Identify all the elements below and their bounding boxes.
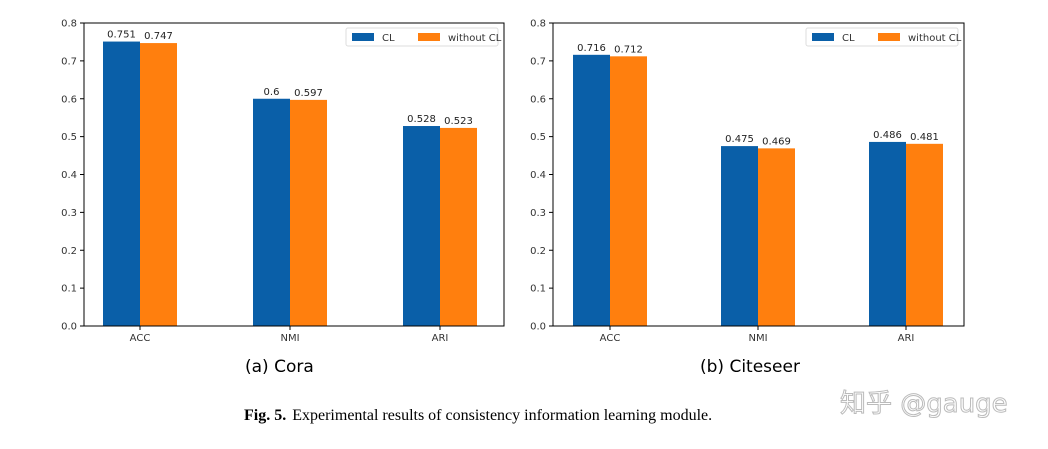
x-tick-label: ARI	[432, 333, 449, 344]
legend: CL without CL	[805, 27, 962, 47]
x-tick-label: ACC	[600, 333, 621, 344]
bar-ari-without-cl	[906, 143, 943, 326]
data-label: 0.469	[762, 136, 791, 147]
bar-nmi-without-cl	[758, 148, 795, 326]
bar-acc-cl	[103, 41, 140, 327]
y-tick-label: 0.8	[530, 19, 546, 30]
x-tick-label: ARI	[898, 333, 915, 344]
y-tick-label: 0.6	[61, 94, 77, 105]
bar-nmi-cl	[253, 98, 290, 326]
y-tick-label: 0.0	[61, 322, 77, 333]
legend-label: without CL	[448, 33, 502, 44]
bar-acc-without-cl	[610, 56, 647, 326]
data-label: 0.481	[910, 132, 939, 143]
bar-ari-cl	[869, 141, 906, 326]
subtitle-cora: (a) Cora	[245, 357, 314, 377]
y-tick-label: 0.1	[61, 284, 77, 295]
y-tick-label: 0.1	[530, 284, 546, 295]
chart-cora: 0.751 0.747 ACC 0.6 0.597 NMI 0.528 0.523 ARI 0.0…	[61, 19, 505, 344]
y-tick-label: 0.8	[61, 19, 77, 30]
legend-swatch-cl	[812, 33, 834, 41]
x-tick-label: NMI	[280, 333, 299, 344]
data-label: 0.597	[294, 88, 323, 99]
bar-acc-cl	[573, 54, 610, 326]
y-tick-label: 0.7	[61, 56, 77, 67]
legend: CL without CL	[345, 27, 502, 47]
y-tick-label: 0.5	[61, 132, 77, 143]
legend-label: CL	[842, 33, 855, 44]
data-label: 0.523	[444, 116, 473, 127]
y-tick-label: 0.2	[530, 246, 546, 257]
bar-ari-without-cl	[440, 127, 477, 326]
figure-caption: Fig. 5. Experimental results of consisten…	[244, 407, 712, 424]
watermark: 知乎 @gauge	[840, 389, 1008, 419]
bar-nmi-cl	[721, 146, 758, 326]
chart-citeseer: 0.716 0.712 ACC 0.475 0.469 NMI 0.486 0.481 ARI 0…	[530, 19, 965, 344]
axes-frame	[552, 22, 965, 327]
legend-label: without CL	[908, 33, 962, 44]
legend-swatch-without-cl	[878, 33, 900, 41]
data-label: 0.528	[407, 114, 436, 125]
legend-label: CL	[382, 33, 395, 44]
y-tick-label: 0.3	[530, 208, 546, 219]
subtitle-citeseer: (b) Citeseer	[700, 357, 800, 377]
data-label: 0.6	[264, 87, 280, 98]
legend-swatch-without-cl	[418, 33, 440, 41]
y-tick-label: 0.5	[530, 132, 546, 143]
caption-text: Experimental results of consistency info…	[292, 407, 712, 424]
caption-label: Fig. 5.	[244, 407, 286, 424]
x-tick-label: NMI	[748, 333, 767, 344]
data-label: 0.486	[873, 130, 902, 141]
data-label: 0.747	[144, 31, 173, 42]
x-tick-label: ACC	[130, 333, 151, 344]
bar-nmi-without-cl	[290, 99, 327, 326]
data-label: 0.712	[614, 44, 643, 55]
y-tick-label: 0.3	[61, 208, 77, 219]
y-tick-label: 0.6	[530, 94, 546, 105]
data-label: 0.716	[577, 43, 606, 54]
legend-swatch-cl	[352, 33, 374, 41]
y-tick-label: 0.7	[530, 56, 546, 67]
data-label: 0.751	[107, 30, 136, 41]
y-tick-label: 0.4	[61, 170, 77, 181]
bar-ari-cl	[403, 126, 440, 327]
bar-acc-without-cl	[140, 43, 177, 326]
y-tick-label: 0.0	[530, 322, 546, 333]
data-label: 0.475	[725, 134, 754, 145]
axes-frame	[83, 22, 505, 327]
y-tick-label: 0.2	[61, 246, 77, 257]
y-tick-label: 0.4	[530, 170, 546, 181]
